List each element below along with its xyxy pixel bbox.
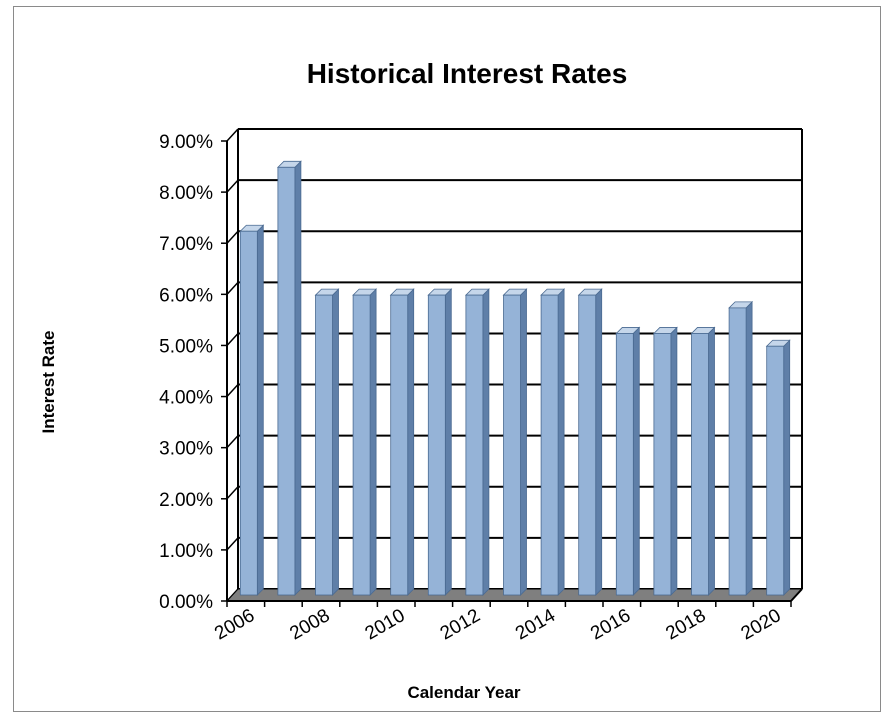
bar xyxy=(653,333,672,596)
bar xyxy=(277,166,296,596)
x-tick-label: 2018 xyxy=(662,605,709,644)
x-tick-label: 2008 xyxy=(286,605,333,644)
bar xyxy=(540,294,559,596)
y-tick-label: 1.00% xyxy=(159,541,213,562)
bar-side xyxy=(520,288,527,596)
y-gridline-slant xyxy=(226,384,239,398)
plot-area: 0.00% 1.00% 2.00% 3.00% 4.00% 5.00% 6.00% 7.00%… xyxy=(159,128,804,645)
bar-side xyxy=(557,288,565,596)
bar xyxy=(390,294,409,596)
y-gridline-slant xyxy=(226,332,239,346)
x-tick-label: 2020 xyxy=(738,605,785,644)
y-tick-label: 5.00% xyxy=(159,336,213,357)
y-gridline-slant xyxy=(226,486,239,500)
chart-frame: Historical Interest Rates 0.00% 1.00% 2.00… xyxy=(13,6,881,712)
bar-side xyxy=(407,288,415,596)
bar-side xyxy=(708,326,715,596)
y-gridline-slant xyxy=(226,537,239,551)
bar xyxy=(691,333,709,596)
y-gridline-slant xyxy=(226,230,239,244)
bar xyxy=(465,294,484,596)
y-tick-label: 9.00% xyxy=(159,132,213,153)
x-tick-label: 2006 xyxy=(211,605,258,644)
y-tick-label: 4.00% xyxy=(159,388,213,409)
bar xyxy=(239,230,258,596)
x-axis-slant xyxy=(790,588,803,602)
y-tick-label: 7.00% xyxy=(159,234,213,255)
y-gridline-slant xyxy=(226,435,239,449)
y-gridline-slant xyxy=(226,281,239,295)
y-gridline-slant xyxy=(226,179,239,193)
bar-side xyxy=(670,326,678,596)
x-axis-title: Calendar Year xyxy=(407,683,520,702)
bar-side xyxy=(256,224,264,596)
bar-side xyxy=(632,326,640,596)
bar xyxy=(728,307,747,596)
x-tick-label: 2014 xyxy=(512,605,559,645)
bar xyxy=(427,294,446,596)
y-gridline-slant xyxy=(226,128,239,142)
bar-side xyxy=(369,288,377,596)
bar-side xyxy=(595,288,603,596)
y-tick-label: 0.00% xyxy=(159,592,213,613)
bar xyxy=(615,333,634,596)
bar xyxy=(766,345,785,596)
x-tick-label: 2010 xyxy=(362,605,409,644)
bar-side xyxy=(745,300,753,596)
bar-chart: Historical Interest Rates 0.00% 1.00% 2.00… xyxy=(39,58,804,702)
bar xyxy=(352,294,371,596)
bar-side xyxy=(294,160,302,596)
y-tick-label: 8.00% xyxy=(159,183,213,204)
x-tick-label: 2012 xyxy=(437,605,484,644)
x-tick-label: 2016 xyxy=(587,605,634,644)
bar xyxy=(315,294,333,596)
y-tick-label: 6.00% xyxy=(159,285,213,306)
bar xyxy=(578,294,597,596)
y-tick-label: 2.00% xyxy=(159,490,213,511)
bar xyxy=(503,294,521,596)
y-tick-label: 3.00% xyxy=(159,439,213,460)
y-axis-title: Interest Rate xyxy=(39,331,58,434)
chart-title: Historical Interest Rates xyxy=(307,58,628,89)
bar-side xyxy=(482,288,490,596)
bar-side xyxy=(332,288,339,596)
bar-side xyxy=(783,339,791,596)
bar-side xyxy=(444,288,452,596)
